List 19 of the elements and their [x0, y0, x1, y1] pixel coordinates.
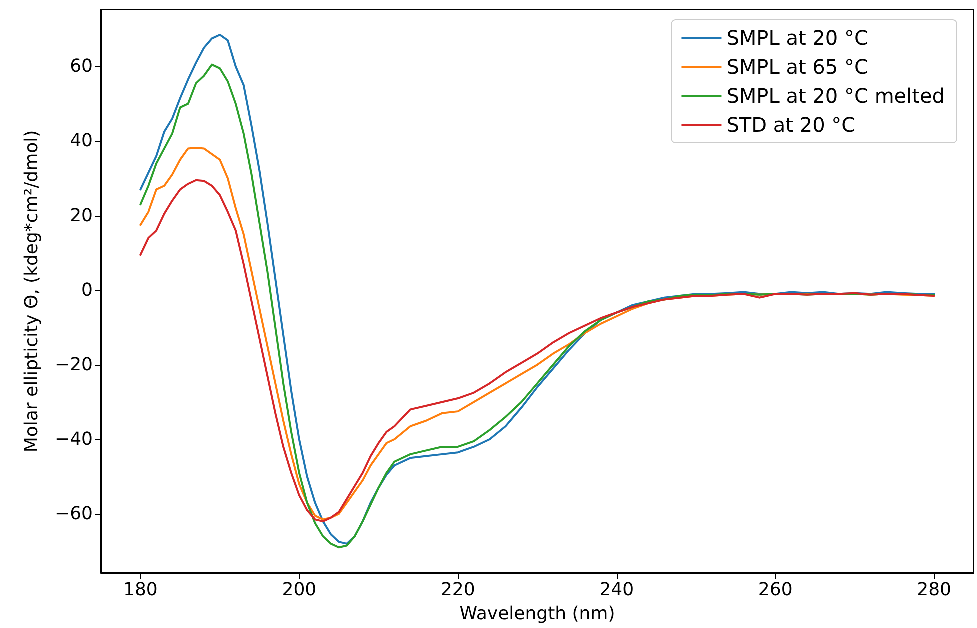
- legend-label: SMPL at 20 °C: [726, 26, 868, 50]
- y-tick-label: −20: [55, 354, 93, 376]
- x-tick-label: 240: [600, 580, 634, 600]
- legend-label: SMPL at 20 °C melted: [726, 84, 945, 108]
- legend-label: SMPL at 65 °C: [726, 55, 868, 79]
- y-tick-label: −40: [55, 429, 93, 450]
- x-tick-label: 180: [124, 580, 158, 600]
- x-tick-label: 260: [758, 580, 793, 600]
- x-axis-title: Wavelength (nm): [460, 604, 616, 624]
- x-tick-label: 220: [440, 580, 476, 600]
- x-tick-label: 280: [917, 580, 952, 600]
- legend-label: STD at 20 °C: [726, 113, 856, 137]
- y-tick-label: 40: [70, 130, 93, 152]
- y-tick-label: −60: [55, 504, 93, 525]
- y-tick-label: 0: [82, 280, 93, 301]
- y-tick-label: 60: [70, 56, 93, 78]
- y-tick-label: 20: [70, 205, 93, 226]
- x-tick-label: 200: [282, 580, 317, 600]
- y-axis-title: Molar ellipticity Θ, (kdeg*cm²/dmol): [22, 130, 42, 453]
